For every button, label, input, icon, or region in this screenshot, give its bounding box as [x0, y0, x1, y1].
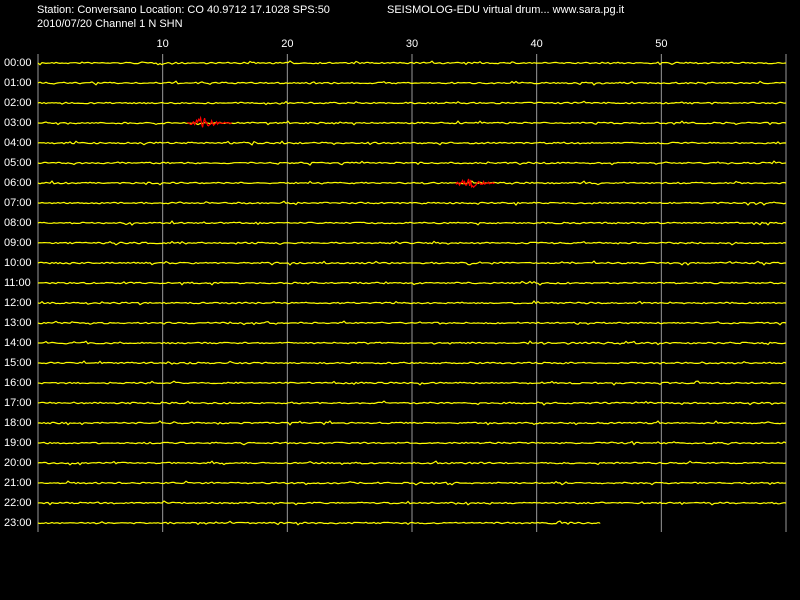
row-label: 07:00 — [4, 197, 32, 209]
row-label: 18:00 — [4, 417, 32, 429]
trace — [37, 300, 787, 306]
trace — [37, 280, 787, 286]
trace — [37, 180, 787, 186]
event — [455, 178, 495, 189]
row-label: 06:00 — [4, 177, 32, 189]
row-label: 20:00 — [4, 457, 32, 469]
trace — [37, 380, 787, 386]
row-label: 05:00 — [4, 157, 32, 169]
trace — [37, 220, 787, 226]
trace — [37, 460, 787, 466]
trace — [37, 60, 787, 66]
trace — [38, 360, 787, 365]
station-title: Station: Conversano Location: CO 40.9712… — [37, 4, 330, 16]
row-label: 13:00 — [4, 317, 32, 329]
row-label: 09:00 — [4, 237, 32, 249]
row-label: 19:00 — [4, 437, 32, 449]
trace — [37, 420, 787, 426]
row-label: 16:00 — [4, 377, 32, 389]
trace — [37, 260, 786, 266]
row-label: 15:00 — [4, 357, 32, 369]
source-label: SEISMOLOG-EDU virtual drum... www.sara.p… — [387, 4, 624, 16]
row-label: 08:00 — [4, 217, 32, 229]
x-tick-label: 40 — [531, 38, 543, 50]
row-label: 14:00 — [4, 337, 32, 349]
row-label: 23:00 — [4, 517, 32, 529]
x-tick-label: 20 — [281, 38, 293, 50]
trace — [37, 160, 787, 166]
trace — [37, 80, 787, 86]
trace — [38, 440, 787, 446]
x-tick-label: 10 — [157, 38, 169, 50]
event — [187, 115, 232, 128]
trace — [37, 120, 787, 126]
trace — [37, 200, 787, 206]
trace — [37, 100, 787, 106]
trace — [37, 500, 787, 506]
row-label: 11:00 — [4, 277, 31, 289]
trace — [37, 320, 787, 326]
trace — [37, 520, 601, 526]
trace — [37, 240, 787, 246]
row-label: 10:00 — [4, 257, 32, 269]
trace — [37, 140, 787, 146]
trace — [38, 340, 787, 346]
row-label: 03:00 — [4, 117, 32, 129]
row-label: 12:00 — [4, 297, 32, 309]
row-label: 21:00 — [4, 477, 32, 489]
row-label: 04:00 — [4, 137, 32, 149]
trace — [37, 400, 787, 406]
row-label: 00:00 — [4, 57, 32, 69]
row-label: 02:00 — [4, 97, 32, 109]
date-channel: 2010/07/20 Channel 1 N SHN — [37, 18, 183, 30]
row-label: 22:00 — [4, 497, 32, 509]
x-tick-label: 50 — [655, 38, 667, 50]
trace — [37, 480, 787, 486]
row-label: 17:00 — [4, 397, 32, 409]
x-tick-label: 30 — [406, 38, 418, 50]
row-label: 01:00 — [4, 77, 32, 89]
